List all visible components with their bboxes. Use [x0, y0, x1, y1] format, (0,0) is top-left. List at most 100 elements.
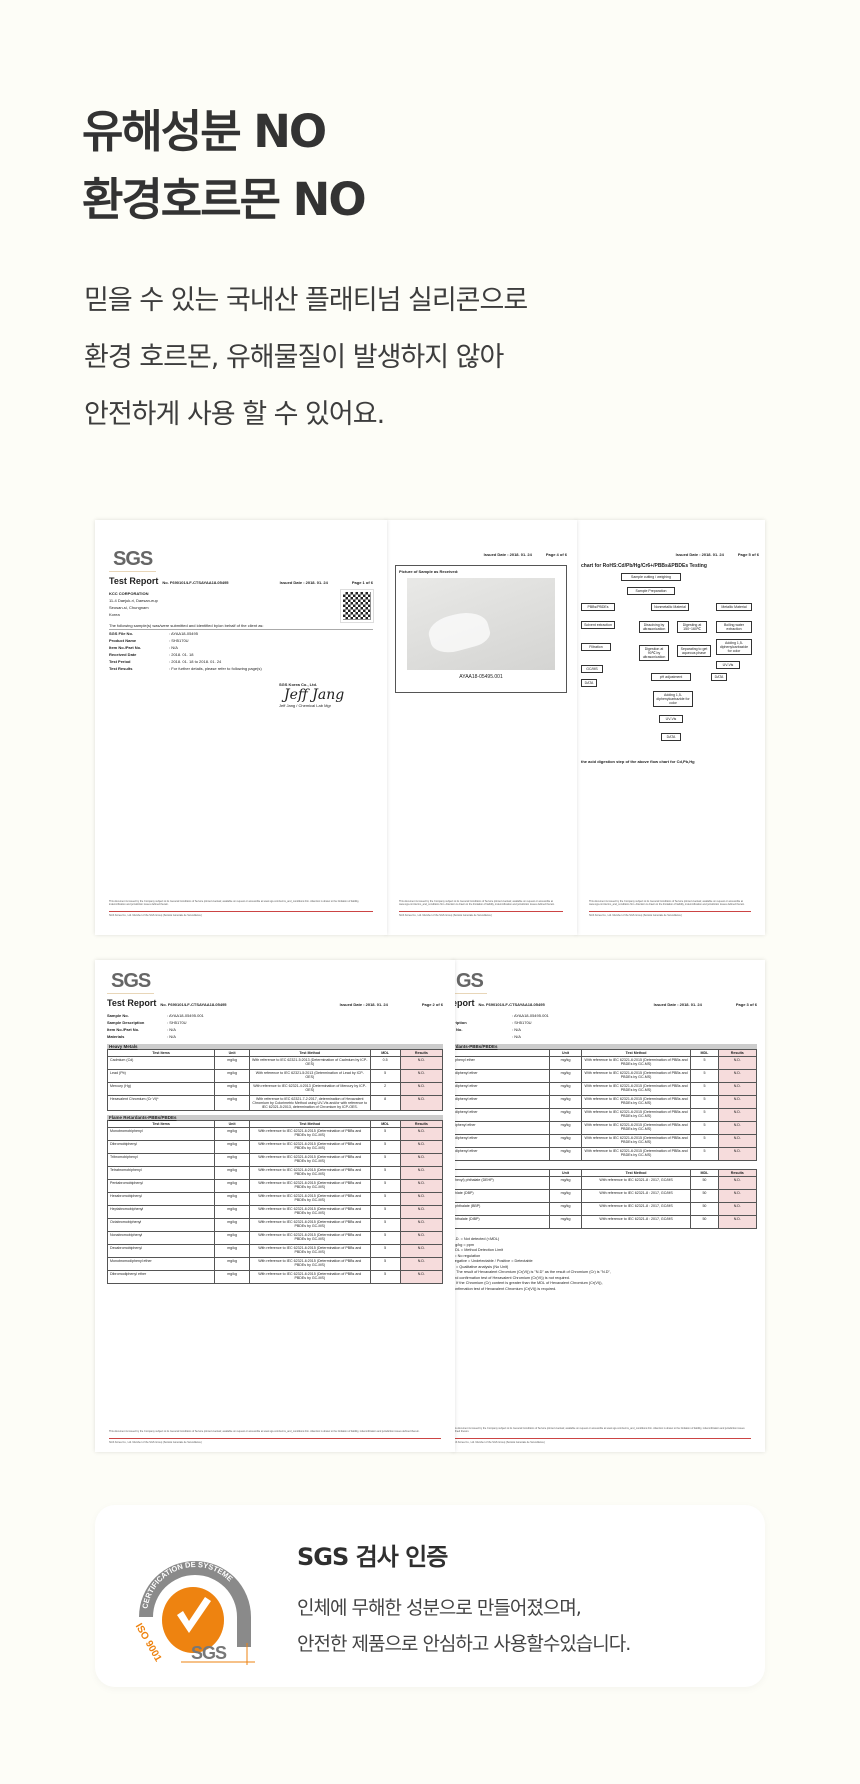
field-row: Sample No.: AYAA18-05495.001 — [107, 1012, 443, 1019]
note-line: N.D. = Not detected (<MDL) — [452, 1237, 500, 1241]
table-cell: With reference to IEC 62321-6:2015 (Dete… — [580, 1069, 692, 1083]
description-line-1: 믿을 수 있는 국내산 플래티넘 실리콘으로 — [84, 285, 528, 316]
footer-text: This document is issued by the Company s… — [109, 1430, 420, 1433]
page-number: Page 5 of 6 — [737, 552, 759, 557]
table-cell: N.D. — [717, 1202, 758, 1216]
table-cell: mg/kg — [549, 1082, 582, 1096]
table-cell: mg/kg — [214, 1166, 250, 1180]
column-header: Test Items — [106, 1049, 216, 1057]
column-header — [452, 1169, 551, 1177]
flowchart-box: UV-Vis — [716, 661, 740, 669]
table-cell: mg/kg — [549, 1176, 582, 1190]
table-cell: phenyl ether — [452, 1056, 551, 1070]
field-value: : For further details, please refer to f… — [169, 666, 262, 671]
table-cell: 5 — [369, 1127, 401, 1141]
table-cell: Hexavalent Chromium (Cr VI)* — [106, 1095, 216, 1111]
table-cell: With reference to IEC 62321-6:2015 (Dete… — [248, 1166, 371, 1180]
table-row: phthalate (BBP) mg/kg With reference to IE… — [452, 1202, 758, 1216]
table-cell: 5 — [369, 1069, 401, 1083]
table-cell: Monobromobiphenyl — [106, 1127, 216, 1141]
table-cell: N.D. — [399, 1244, 444, 1258]
note-line: mg/kg = ppm — [452, 1242, 475, 1247]
table-cell: mg/kg — [549, 1147, 582, 1161]
table-cell: With reference to IEC 62321-6:2015 (Dete… — [248, 1270, 371, 1284]
table-row: Lead (Pb) mg/kg With reference to IEC 6232… — [106, 1069, 444, 1083]
table-cell: mg/kg — [549, 1069, 582, 1083]
footer-address: SGS Korea Co., Ltd. Member of the SGS Gr… — [399, 910, 563, 918]
column-header: Results — [399, 1120, 444, 1128]
table-cell: 5 — [690, 1069, 719, 1083]
note-line: a. The result of Hexavalent Chromium (Cr… — [452, 1270, 611, 1274]
sgs-logo: SGS — [107, 970, 155, 994]
field-label: Item No./Part No. — [109, 645, 142, 650]
sgs-badge-logo: SGS — [191, 1643, 227, 1663]
sgs-certification-card: CERTIFICATION DE SYSTEME ISO 9001 SGS SG… — [95, 1505, 765, 1687]
flowchart-box: UV-Vis — [659, 715, 683, 723]
table-cell: Heptabromobiphenyl — [106, 1205, 216, 1219]
phthalate-table: Unit Test Method MDL Results hexyl) phthalat… — [452, 1169, 758, 1229]
description: 믿을 수 있는 국내산 플래티넘 실리콘으로 환경 호르몬, 유해물질이 발생하… — [84, 272, 528, 443]
page-number: Page 1 of 6 — [351, 580, 373, 585]
table-cell: 50 — [690, 1176, 719, 1190]
note-line: b. If the Chromium (Cr) content is great… — [452, 1281, 603, 1285]
table-cell: With reference to IEC 62321-6:2015 (Dete… — [580, 1108, 692, 1122]
table-cell: With reference to IEC 62321-6:2015 (Dete… — [580, 1121, 692, 1135]
flowchart-box: Solvent extraction — [581, 621, 615, 629]
table-row: Cadmium (Cd) mg/kg With reference to IEC 6… — [106, 1056, 444, 1070]
report-title: Test Report — [107, 998, 157, 1008]
table-cell: With reference to IEC 62321-4:2013 (Dete… — [248, 1082, 371, 1096]
report-fields: Sample No.: AYAA18-05495.001 Sample Descr… — [107, 1012, 443, 1040]
table-cell: N.D. — [717, 1189, 758, 1203]
flowchart-box: Adding 1,5-diphenylcarbazide for color — [716, 639, 752, 655]
table-cell: mg/kg — [214, 1153, 250, 1167]
table-cell: N.D. — [717, 1069, 758, 1083]
table-cell: 5 — [690, 1108, 719, 1122]
footer-address: SGS Korea Co., Ltd. Member of the SGS Gr… — [109, 910, 373, 918]
table-cell: 5 — [369, 1270, 401, 1284]
company-name: KCC CORPORATION — [109, 591, 149, 596]
table-cell: mg/kg — [549, 1189, 582, 1203]
table-cell: With reference to IEC 62321-6:2015 (Dete… — [580, 1147, 692, 1161]
table-cell: 0.5 — [369, 1056, 401, 1070]
field-row: rt No.: N/A — [452, 1026, 757, 1033]
column-header: Unit — [214, 1049, 250, 1057]
column-header: MDL — [369, 1120, 401, 1128]
table-cell: Decabromobiphenyl — [106, 1244, 216, 1258]
flowchart-note: the acid digestion step of the above flo… — [581, 759, 695, 764]
table-row: Hexabromobiphenyl mg/kg With reference to … — [106, 1192, 444, 1206]
field-label: Product Name — [109, 638, 137, 643]
certification-line-1: 인체에 무해한 성분으로 만들어졌으며, — [297, 1597, 582, 1619]
test-report-page-1: SGS Test Report No. F690101/LF-CTSAYAA18-… — [95, 520, 387, 935]
table-cell: N.D. — [399, 1205, 444, 1219]
table-cell: N.D. — [399, 1231, 444, 1245]
flowchart-box: Sample cutting / weighing — [621, 573, 681, 581]
description-line-2: 환경 호르몬, 유해물질이 발생하지 않아 — [84, 342, 504, 373]
field-value: : SH5170U — [169, 638, 189, 643]
table-cell: Dibromobiphenyl — [106, 1140, 216, 1154]
table-header-row: Unit Test Method MDL Results — [452, 1169, 758, 1177]
table-cell: diphenyl ether — [452, 1082, 551, 1096]
table-cell: N.D. — [399, 1082, 444, 1096]
table-cell: mg/kg — [214, 1069, 250, 1083]
table-cell: N.D. — [717, 1215, 758, 1229]
table-cell: mg/kg — [549, 1215, 582, 1229]
table-cell: Mercury (Hg) — [106, 1082, 216, 1096]
certification-title: SGS 검사 인증 — [297, 1543, 448, 1571]
column-header: Unit — [549, 1169, 582, 1177]
table-cell: With reference to IEC 62321-8 : 2017, GC… — [580, 1215, 692, 1229]
field-row: SGS File No.: AYAA18-05495 — [109, 630, 373, 637]
table-row: Dibromobiphenyl mg/kg With reference to IE… — [106, 1140, 444, 1154]
table-header-row: Test Items Unit Test Method MDL Results — [106, 1049, 444, 1057]
table-cell: mg/kg — [214, 1056, 250, 1070]
certification-line-2: 안전한 제품으로 안심하고 사용할수있습니다. — [297, 1633, 631, 1655]
table-cell: 50 — [690, 1189, 719, 1203]
table-cell: mg/kg — [214, 1127, 250, 1141]
field-value: : N/A — [167, 1034, 176, 1039]
footer-address: SGS Korea Co., Ltd. Member of the SGS Gr… — [589, 910, 751, 918]
field-value: : N/A — [512, 1027, 521, 1032]
note-line: ** = Qualitative analysis (No Unit) — [452, 1264, 509, 1269]
table-cell: mg/kg — [549, 1121, 582, 1135]
table-row: Heptabromobiphenyl mg/kg With reference to… — [106, 1205, 444, 1219]
table-row: Octabromobiphenyl mg/kg With reference to … — [106, 1218, 444, 1232]
report-number: No. F690101/LF-CTSAYAA18-05495 — [162, 580, 229, 585]
